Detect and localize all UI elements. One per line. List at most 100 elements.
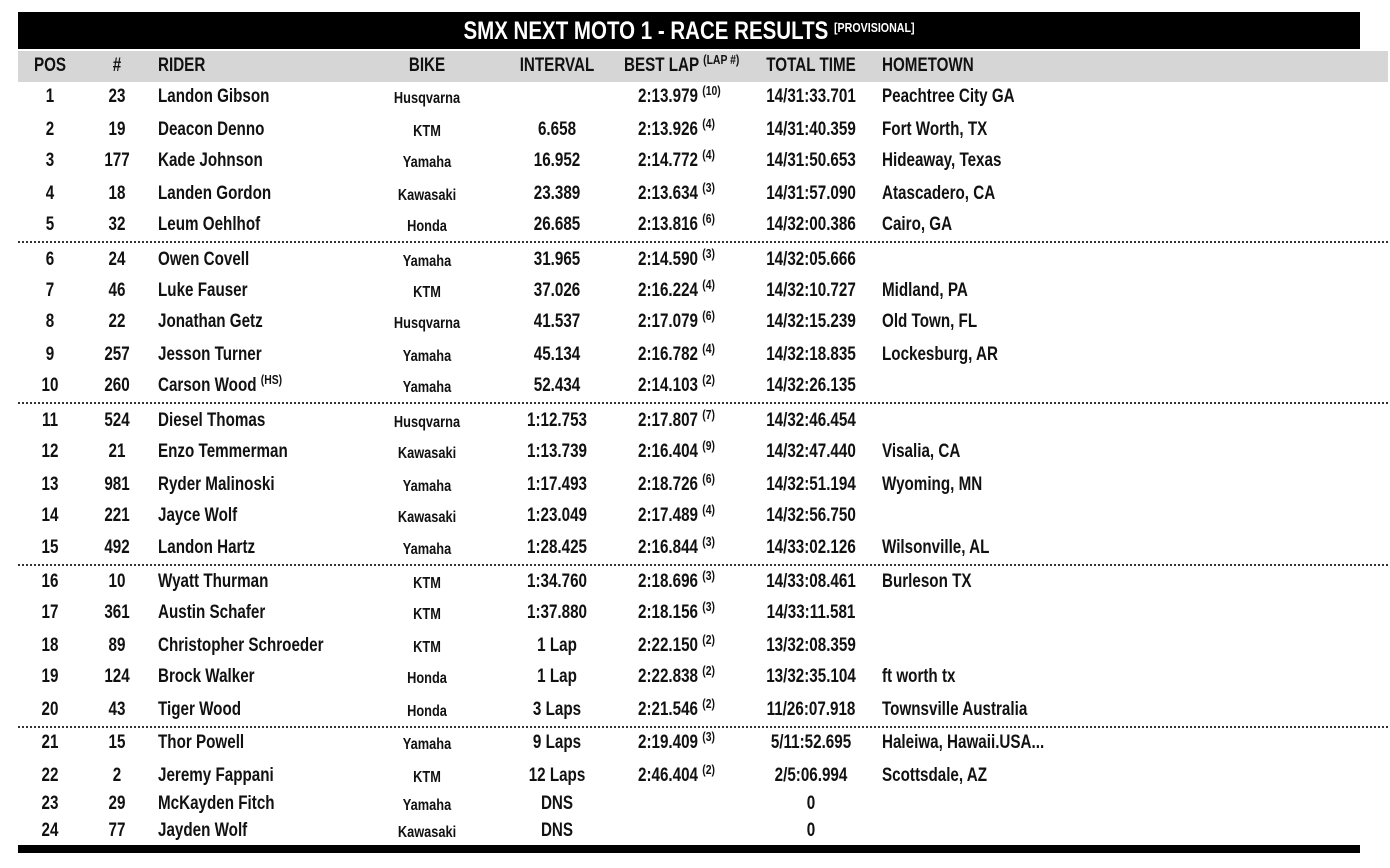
best-lap-time: 2:21.546 — [638, 699, 699, 720]
rider: Jayce Wolf — [158, 505, 237, 527]
best-lap-time: 2:18.726 — [638, 474, 699, 495]
footer-bar — [18, 845, 1360, 853]
separator — [18, 241, 1388, 243]
lap-number: (6) — [702, 211, 715, 226]
pos: 15 — [41, 537, 59, 558]
number: 257 — [104, 344, 130, 365]
rider-name: Enzo Temmerman — [158, 441, 288, 462]
total-time: 5/11:52.695 — [770, 732, 852, 753]
number: 981 — [104, 474, 130, 495]
rider: Thor Powell — [158, 732, 244, 754]
lap-number: (4) — [702, 502, 715, 517]
rider-name: Kade Johnson — [158, 150, 263, 171]
rider-name: Christopher Schroeder — [158, 635, 324, 656]
interval: 1:37.880 — [526, 602, 588, 623]
interval: 9 Laps — [532, 732, 582, 753]
total-time: 14/32:51.194 — [766, 474, 856, 495]
number: 361 — [104, 602, 130, 623]
best-lap: 2:22.150 (2) — [638, 632, 715, 657]
number: 77 — [108, 820, 126, 841]
interval: DNS — [540, 820, 574, 841]
col-header: POS — [33, 55, 67, 76]
best-lap: 2:22.838 (2) — [638, 664, 715, 688]
total-time: 14/32:26.135 — [766, 375, 856, 396]
pos: 19 — [41, 666, 59, 687]
lap-number: (3) — [702, 180, 715, 195]
rider-name: Austin Schafer — [158, 602, 266, 623]
interval: 1 Lap — [537, 666, 577, 687]
total-time: 13/32:35.104 — [766, 666, 856, 687]
total-time: 14/33:11.581 — [766, 602, 856, 623]
number: 524 — [104, 410, 130, 431]
total-time: 0 — [806, 793, 816, 814]
rider-name: Landon Gibson — [158, 86, 270, 107]
rider-name: Jayce Wolf — [158, 505, 238, 526]
pos: 22 — [41, 765, 59, 786]
rider-name: Landon Hartz — [158, 537, 256, 558]
best-lap-time: 2:13.634 — [638, 183, 699, 204]
rider-name: Deacon Denno — [158, 119, 265, 140]
rider-name: Jeremy Fappani — [158, 765, 274, 786]
rider: Austin Schafer — [158, 602, 265, 624]
bike: Husqvarna — [393, 315, 461, 332]
best-lap-time: 2:16.782 — [638, 344, 699, 365]
lap-number: (2) — [702, 632, 715, 647]
bike: KTM — [413, 606, 441, 623]
rider-note: (HS) — [260, 372, 283, 387]
pos: 14 — [41, 505, 59, 526]
lap-number: (9) — [702, 438, 715, 453]
hometown: Wyoming, MN — [882, 474, 983, 495]
lap-number: (3) — [702, 599, 715, 614]
bike: KTM — [413, 769, 441, 786]
bike: KTM — [413, 639, 441, 656]
best-lap: 2:46.404 (2) — [638, 763, 715, 787]
hometown: Fort Worth, TX — [882, 119, 988, 140]
best-lap: 2:21.546 (2) — [638, 697, 715, 721]
total-time: 14/31:33.701 — [766, 86, 856, 107]
lap-number: (4) — [702, 277, 715, 292]
rider: Jonathan Getz — [158, 311, 263, 333]
total-time: 2/5:06.994 — [774, 765, 848, 786]
number: 19 — [108, 119, 126, 140]
number: 260 — [104, 375, 130, 396]
rider: Leum Oehlhof — [158, 214, 260, 236]
number: 24 — [108, 249, 126, 270]
interval: 26.685 — [533, 214, 581, 235]
best-lap-time: 2:14.103 — [638, 375, 699, 396]
pos: 3 — [45, 150, 55, 171]
rider: Jesson Turner — [158, 344, 262, 366]
pos: 9 — [45, 344, 55, 365]
best-lap: 2:16.224 (4) — [638, 277, 715, 302]
bike: Husqvarna — [393, 90, 461, 107]
pos: 10 — [41, 375, 59, 396]
total-time: 0 — [806, 820, 816, 841]
pos: 23 — [41, 793, 59, 814]
total-time: 14/33:02.126 — [766, 537, 856, 558]
interval: 1 Lap — [537, 635, 577, 656]
best-lap: 2:16.782 (4) — [638, 341, 715, 366]
interval: DNS — [540, 793, 574, 814]
rider-name: Thor Powell — [158, 732, 245, 753]
bike: Yamaha — [402, 797, 452, 814]
pos: 24 — [41, 820, 59, 841]
rider-name: Luke Fauser — [158, 280, 248, 301]
total-time: 14/33:08.461 — [766, 571, 856, 592]
rider: Ryder Malinoski — [158, 474, 275, 496]
number: 15 — [108, 732, 126, 753]
bike: KTM — [413, 575, 441, 592]
interval: 3 Laps — [532, 699, 582, 720]
pos: 21 — [41, 732, 59, 753]
best-lap: 2:13.979 (10) — [638, 84, 721, 108]
rider-name: Jesson Turner — [158, 344, 262, 365]
lap-number: (4) — [702, 341, 715, 356]
number: 18 — [108, 183, 126, 204]
bike: Yamaha — [402, 253, 452, 270]
best-lap-time: 2:18.156 — [638, 602, 699, 623]
bike: Yamaha — [402, 541, 452, 558]
rider: Landon Gibson — [158, 86, 269, 108]
pos: 6 — [45, 249, 55, 270]
pos: 1 — [45, 86, 55, 107]
rider-name: Diesel Thomas — [158, 410, 266, 431]
rider: Tiger Wood — [158, 699, 241, 721]
